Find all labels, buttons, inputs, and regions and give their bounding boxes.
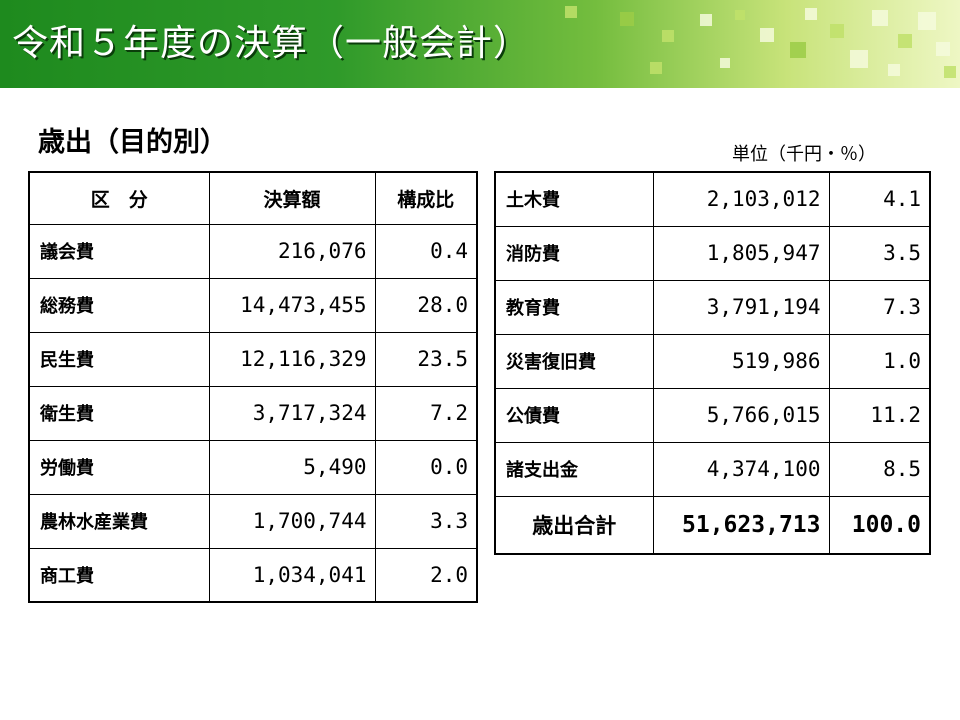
banner-decoration <box>944 66 956 78</box>
unit-label: 単位（千円・％） <box>732 144 876 165</box>
banner-decoration <box>700 14 712 26</box>
banner-decoration <box>565 6 577 18</box>
row-amount: 5,490 <box>208 439 376 495</box>
table-row: 労働費 5,490 0.0 <box>28 439 478 495</box>
table-row: 商工費 1,034,041 2.0 <box>28 547 478 603</box>
table-row: 教育費 3,791,194 7.3 <box>494 279 931 335</box>
banner-decoration <box>805 8 817 20</box>
table-row: 災害復旧費 519,986 1.0 <box>494 333 931 389</box>
banner-decoration <box>888 64 900 76</box>
row-amount: 1,805,947 <box>652 225 830 281</box>
row-ratio: 7.2 <box>374 385 478 441</box>
row-ratio: 23.5 <box>374 331 478 387</box>
row-name: 災害復旧費 <box>494 333 654 389</box>
total-row: 歳出合計 51,623,713 100.0 <box>494 495 931 555</box>
banner-decoration <box>790 42 806 58</box>
expenditure-table-left: 区 分 決算額 構成比 議会費 216,076 0.4 総務費 14,473,4… <box>28 171 478 603</box>
row-name: 民生費 <box>28 331 210 387</box>
row-ratio: 8.5 <box>828 441 931 497</box>
table-row: 諸支出金 4,374,100 8.5 <box>494 441 931 497</box>
row-name: 総務費 <box>28 277 210 333</box>
column-header-ratio: 構成比 <box>374 171 478 225</box>
table-row: 土木費 2,103,012 4.1 <box>494 171 931 227</box>
banner-decoration <box>872 10 888 26</box>
row-amount: 12,116,329 <box>208 331 376 387</box>
row-name: 労働費 <box>28 439 210 495</box>
row-ratio: 7.3 <box>828 279 931 335</box>
table-row: 農林水産業費 1,700,744 3.3 <box>28 493 478 549</box>
banner-decoration <box>620 12 634 26</box>
row-name: 教育費 <box>494 279 654 335</box>
row-ratio: 1.0 <box>828 333 931 389</box>
section-title: 歳出（目的別） <box>38 127 227 158</box>
table-header-row: 区 分 決算額 構成比 <box>28 171 478 225</box>
row-name: 公債費 <box>494 387 654 443</box>
banner-decoration <box>760 28 774 42</box>
row-name: 土木費 <box>494 171 654 227</box>
row-name: 議会費 <box>28 223 210 279</box>
total-label: 歳出合計 <box>494 495 654 555</box>
total-amount: 51,623,713 <box>652 495 830 555</box>
row-amount: 4,374,100 <box>652 441 830 497</box>
table-row: 議会費 216,076 0.4 <box>28 223 478 279</box>
row-ratio: 11.2 <box>828 387 931 443</box>
banner-decoration <box>650 62 662 74</box>
row-ratio: 4.1 <box>828 171 931 227</box>
row-amount: 3,791,194 <box>652 279 830 335</box>
banner-decoration <box>850 50 868 68</box>
banner-decoration <box>662 30 674 42</box>
row-amount: 2,103,012 <box>652 171 830 227</box>
row-amount: 14,473,455 <box>208 277 376 333</box>
row-amount: 1,034,041 <box>208 547 376 603</box>
banner-decoration <box>918 12 936 30</box>
row-name: 衛生費 <box>28 385 210 441</box>
row-name: 諸支出金 <box>494 441 654 497</box>
row-amount: 1,700,744 <box>208 493 376 549</box>
table-row: 衛生費 3,717,324 7.2 <box>28 385 478 441</box>
column-header-amount: 決算額 <box>208 171 376 225</box>
banner-decoration <box>936 42 950 56</box>
row-ratio: 2.0 <box>374 547 478 603</box>
total-ratio: 100.0 <box>828 495 931 555</box>
banner-decoration <box>735 10 745 20</box>
row-name: 消防費 <box>494 225 654 281</box>
banner-decoration <box>898 34 912 48</box>
row-name: 農林水産業費 <box>28 493 210 549</box>
row-amount: 3,717,324 <box>208 385 376 441</box>
column-header-category: 区 分 <box>28 171 210 225</box>
row-ratio: 28.0 <box>374 277 478 333</box>
banner-decoration <box>830 24 844 38</box>
banner-decoration <box>720 58 730 68</box>
row-amount: 5,766,015 <box>652 387 830 443</box>
row-name: 商工費 <box>28 547 210 603</box>
table-row: 総務費 14,473,455 28.0 <box>28 277 478 333</box>
row-amount: 216,076 <box>208 223 376 279</box>
page-title: 令和５年度の決算（一般会計） <box>12 23 531 64</box>
row-ratio: 3.5 <box>828 225 931 281</box>
row-amount: 519,986 <box>652 333 830 389</box>
expenditure-table-right: 土木費 2,103,012 4.1 消防費 1,805,947 3.5 教育費 … <box>494 171 931 555</box>
table-row: 民生費 12,116,329 23.5 <box>28 331 478 387</box>
row-ratio: 3.3 <box>374 493 478 549</box>
row-ratio: 0.4 <box>374 223 478 279</box>
table-row: 消防費 1,805,947 3.5 <box>494 225 931 281</box>
table-row: 公債費 5,766,015 11.2 <box>494 387 931 443</box>
row-ratio: 0.0 <box>374 439 478 495</box>
header-banner: 令和５年度の決算（一般会計） <box>0 0 960 88</box>
